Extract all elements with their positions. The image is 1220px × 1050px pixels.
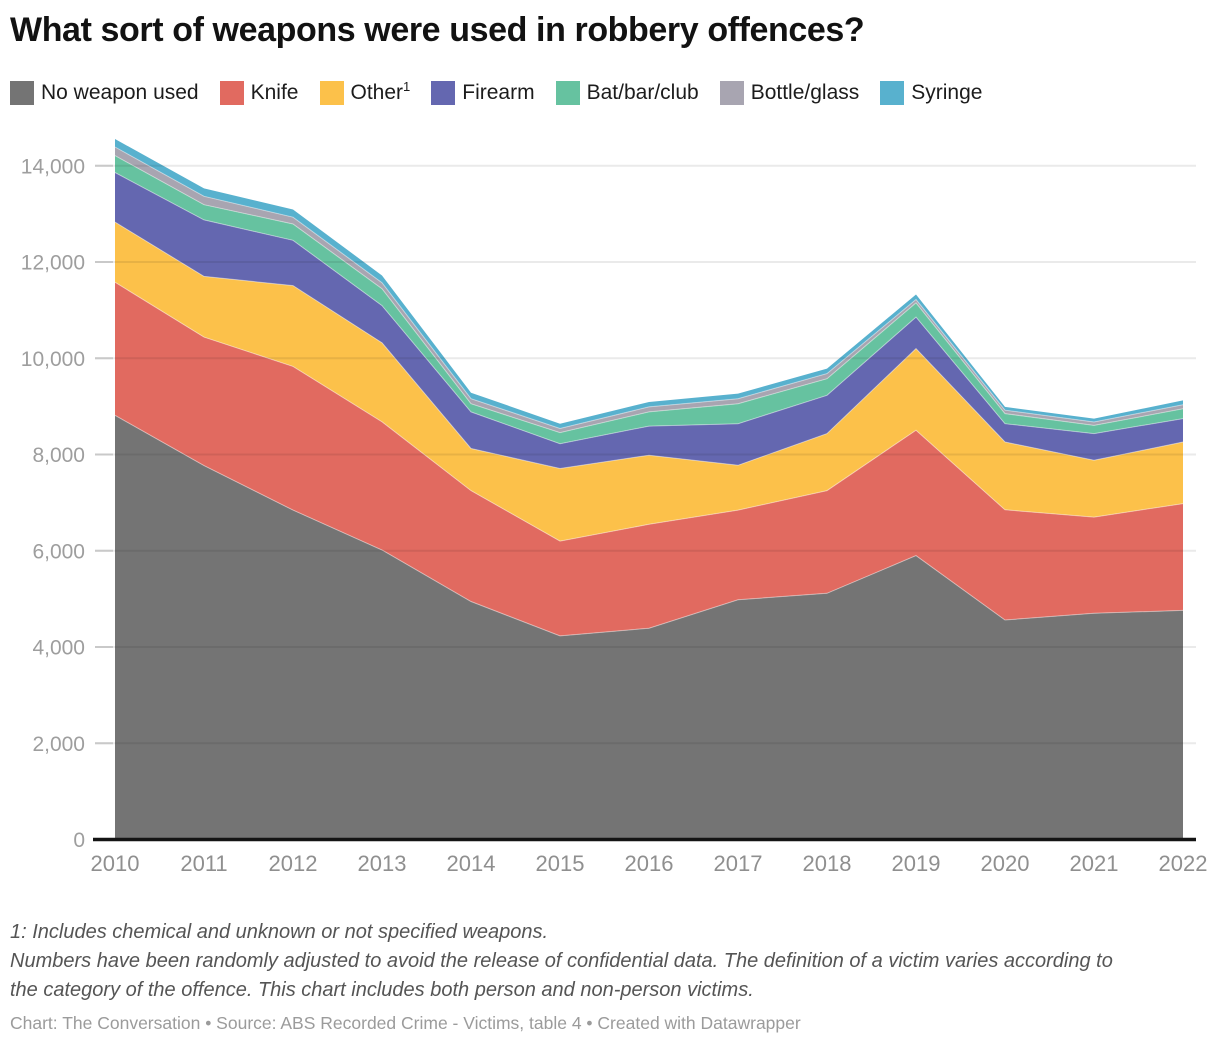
legend-item-bottle-glass: Bottle/glass <box>719 81 860 106</box>
legend-swatch <box>219 81 244 106</box>
x-axis-label: 2022 <box>1159 851 1208 876</box>
x-axis-label: 2018 <box>803 851 852 876</box>
legend-label: Knife <box>250 81 299 105</box>
x-axis-label: 2021 <box>1070 851 1119 876</box>
legend-label: Other1 <box>350 79 411 105</box>
legend-item-knife: Knife <box>219 81 299 106</box>
legend-item-other: Other1 <box>319 79 411 106</box>
x-axis-label: 2011 <box>180 851 227 876</box>
stack-boundary <box>114 281 1184 542</box>
footnotes: 1: Includes chemical and unknown or not … <box>10 918 1145 1005</box>
area-no-weapon-used <box>115 415 1183 840</box>
legend: No weapon used Knife Other1 Firearm Bat/bar/… <box>10 80 1210 106</box>
legend-label: Bat/bar/club <box>586 81 699 105</box>
y-axis-label: 2,000 <box>32 733 85 756</box>
legend-item-bat-bar-club: Bat/bar/club <box>555 81 699 106</box>
stack-boundary <box>114 415 1184 637</box>
y-axis-label: 4,000 <box>32 637 85 660</box>
x-axis-label: 2012 <box>269 851 318 876</box>
area-other <box>115 222 1183 542</box>
legend-item-syringe: Syringe <box>880 81 983 106</box>
legend-swatch <box>555 81 580 106</box>
y-axis-label: 8,000 <box>32 444 85 467</box>
x-axis-label: 2015 <box>536 851 585 876</box>
x-axis-label: 2019 <box>892 851 941 876</box>
legend-item-no-weapon-used: No weapon used <box>10 81 199 106</box>
x-axis-label: 2017 <box>714 851 763 876</box>
area-firearm <box>115 172 1183 469</box>
x-axis-label: 2016 <box>625 851 674 876</box>
source-caption: Chart: The Conversation • Source: ABS Re… <box>10 1013 801 1034</box>
legend-swatch <box>880 81 905 106</box>
chart-title: What sort of weapons were used in robber… <box>10 11 865 49</box>
x-axis-label: 2020 <box>981 851 1030 876</box>
legend-swatch <box>319 81 344 106</box>
x-axis-label: 2013 <box>358 851 407 876</box>
y-axis-label: 14,000 <box>21 155 85 178</box>
legend-swatch <box>719 81 744 106</box>
footnote-1: 1: Includes chemical and unknown or not … <box>10 921 549 944</box>
stacked-area-chart: 0 2,000 4,000 6,000 8,000 10,000 12,000 14,000 2… <box>21 139 1208 876</box>
stack-boundary <box>114 155 1184 434</box>
y-axis-label: 0 <box>73 829 85 852</box>
x-axis-label: 2010 <box>91 851 140 876</box>
stack-boundary <box>114 172 1184 445</box>
legend-label: Firearm <box>462 81 535 105</box>
legend-label: Bottle/glass <box>750 81 860 105</box>
stack-boundary <box>114 221 1184 470</box>
legend-swatch <box>10 81 34 106</box>
footnote-2: Numbers have been randomly adjusted to a… <box>10 950 1113 1002</box>
legend-label: Syringe <box>911 81 983 105</box>
legend-label: No weapon used <box>41 81 199 105</box>
area-knife <box>115 282 1183 637</box>
legend-item-firearm: Firearm <box>431 81 535 106</box>
y-axis-label: 10,000 <box>21 348 85 371</box>
stack-boundary <box>114 146 1184 430</box>
legend-swatch <box>431 81 456 106</box>
y-axis-label: 12,000 <box>21 252 85 275</box>
x-axis-label: 2014 <box>447 851 496 876</box>
y-axis-label: 6,000 <box>32 540 85 563</box>
